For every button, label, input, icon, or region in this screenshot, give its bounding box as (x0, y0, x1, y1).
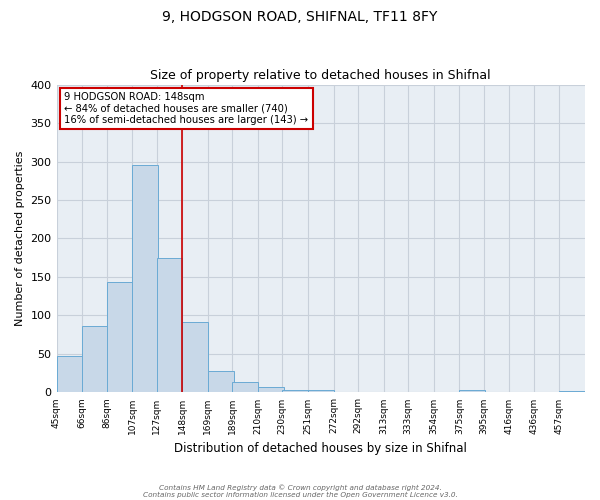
Bar (157, 258, 182, 392)
Bar (208, 371, 233, 392)
Text: 9, HODGSON ROAD, SHIFNAL, TF11 8FY: 9, HODGSON ROAD, SHIFNAL, TF11 8FY (163, 10, 437, 24)
Bar (459, 390, 485, 392)
Bar (107, 282, 132, 393)
Text: 9 HODGSON ROAD: 148sqm
← 84% of detached houses are smaller (740)
16% of semi-de: 9 HODGSON ROAD: 148sqm ← 84% of detached… (64, 92, 308, 126)
Text: Contains HM Land Registry data © Crown copyright and database right 2024.
Contai: Contains HM Land Registry data © Crown c… (143, 484, 457, 498)
Bar (232, 382, 258, 392)
Bar (308, 390, 334, 392)
Bar (132, 164, 158, 392)
Bar (82, 326, 108, 392)
Title: Size of property relative to detached houses in Shifnal: Size of property relative to detached ho… (151, 69, 491, 82)
Bar (56, 356, 82, 392)
Bar (283, 390, 308, 392)
X-axis label: Distribution of detached houses by size in Shifnal: Distribution of detached houses by size … (175, 442, 467, 455)
Y-axis label: Number of detached properties: Number of detached properties (15, 151, 25, 326)
Bar (182, 322, 208, 392)
Bar (258, 387, 284, 392)
Bar (559, 391, 585, 392)
